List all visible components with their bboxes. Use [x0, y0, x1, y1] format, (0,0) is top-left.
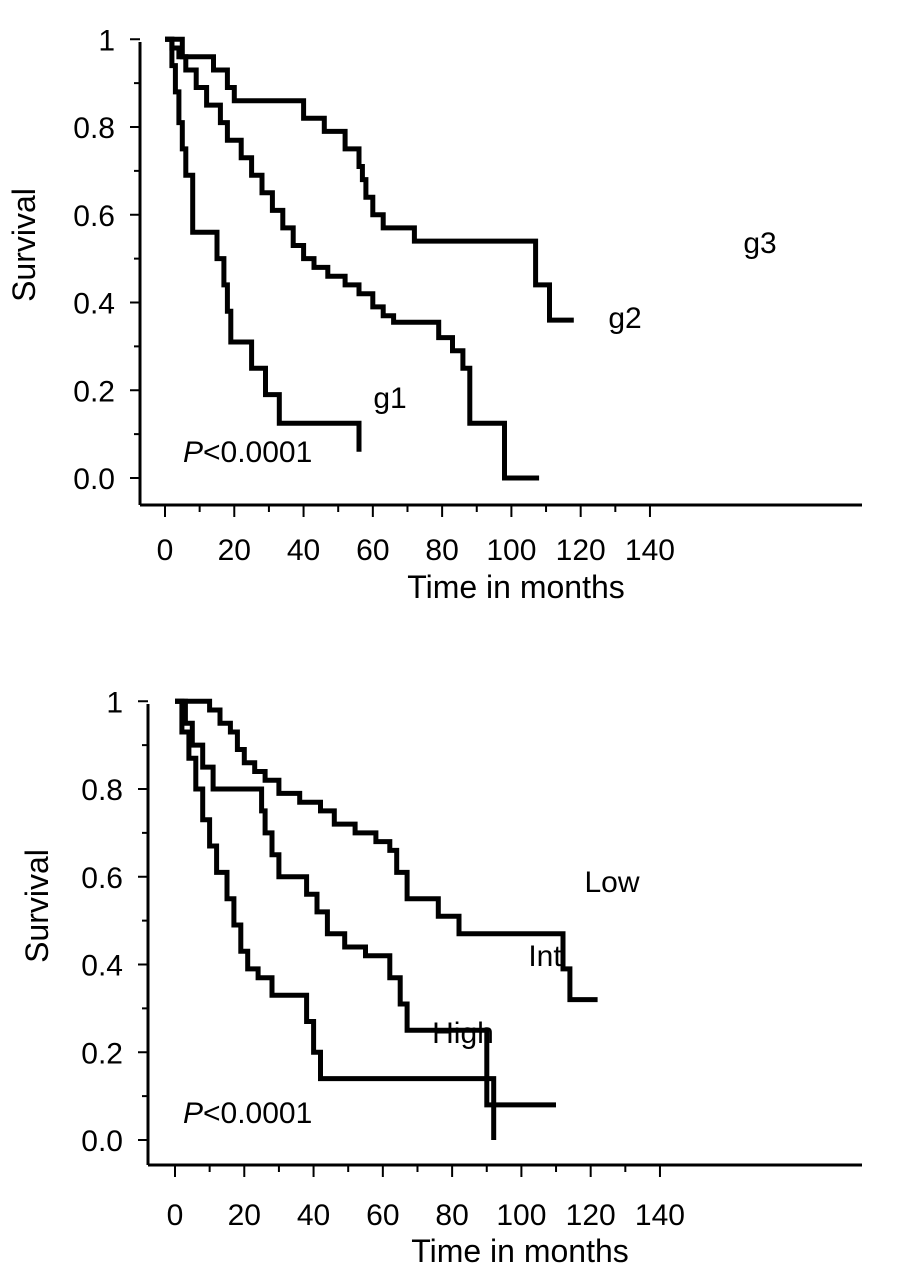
y-tick-label: 1 [98, 24, 115, 57]
x-tick-label: 0 [157, 534, 174, 567]
x-tick-label: 80 [425, 534, 458, 567]
series-label-low: Low [584, 866, 639, 899]
y-tick-label: 0.6 [81, 862, 123, 895]
series-line-high [175, 698, 497, 1140]
y-tick-label: 0.8 [81, 774, 123, 807]
series-label-g3: g3 [743, 227, 776, 260]
x-tick-label: 80 [435, 1199, 468, 1232]
x-tick-label: 100 [486, 534, 536, 567]
y-tick-label: 0.0 [73, 463, 115, 496]
series-line-int [175, 698, 556, 1108]
y-axis-title: Survival [19, 849, 55, 963]
series-line-g1 [165, 36, 362, 452]
y-tick-label: 0.6 [73, 200, 115, 233]
x-tick-label: 60 [366, 1199, 399, 1232]
y-tick-label: 0.2 [73, 375, 115, 408]
series-label-int: Int [528, 940, 562, 973]
series-label-high: High [432, 1017, 494, 1050]
series-line-low [175, 698, 598, 1003]
x-tick-label: 120 [566, 1199, 616, 1232]
x-axis-title: Time in months [411, 1233, 629, 1269]
y-tick-label: 0.2 [81, 1037, 123, 1070]
p-value-annotation: P<0.0001 [183, 1097, 312, 1130]
x-tick-label: 40 [297, 1199, 330, 1232]
x-tick-label: 100 [496, 1199, 546, 1232]
series-line-g2 [165, 36, 540, 481]
x-axis-title: Time in months [407, 569, 625, 605]
p-value-annotation: P<0.0001 [183, 436, 312, 469]
x-tick-label: 140 [635, 1199, 685, 1232]
y-axis-title: Survival [6, 188, 42, 302]
series-label-g1: g1 [373, 382, 406, 415]
x-tick-label: 20 [228, 1199, 261, 1232]
series-line-g3 [165, 36, 574, 323]
x-tick-label: 140 [625, 534, 675, 567]
x-tick-label: 20 [218, 534, 251, 567]
y-tick-label: 0.4 [81, 950, 123, 983]
y-tick-label: 0.4 [73, 288, 115, 321]
x-tick-label: 40 [287, 534, 320, 567]
x-tick-label: 60 [356, 534, 389, 567]
y-tick-label: 0.8 [73, 112, 115, 145]
y-tick-label: 0.0 [81, 1125, 123, 1158]
y-tick-label: 1 [106, 686, 123, 719]
x-tick-label: 120 [556, 534, 606, 567]
x-tick-label: 0 [167, 1199, 184, 1232]
series-label-g2: g2 [608, 302, 641, 335]
